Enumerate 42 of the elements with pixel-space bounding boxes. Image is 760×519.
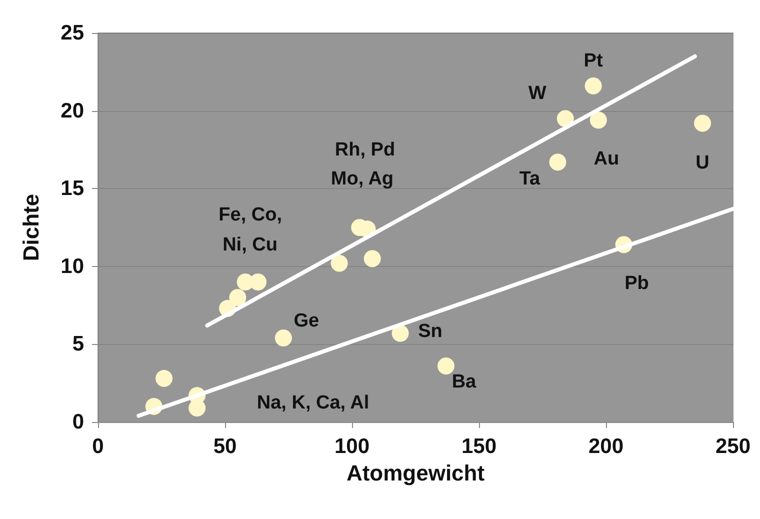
point xyxy=(549,154,566,171)
annotation: Ta xyxy=(519,168,541,190)
annotation: Pt xyxy=(584,50,604,72)
point xyxy=(392,324,409,342)
x-tick-label: 200 xyxy=(588,435,624,458)
y-tick-label: 15 xyxy=(60,177,84,200)
annotation: Ni, Cu xyxy=(222,234,278,256)
x-tick-label: 150 xyxy=(461,435,497,458)
point xyxy=(330,254,348,272)
annotation: Fe, Co, xyxy=(218,204,282,226)
annotation: Sn xyxy=(418,320,442,342)
point xyxy=(188,400,206,416)
annotation: Na, K, Ca, Al xyxy=(256,392,370,414)
point xyxy=(156,370,173,387)
point xyxy=(250,273,267,290)
annotation: Rh, Pd xyxy=(334,140,396,160)
point xyxy=(274,329,292,346)
point xyxy=(590,112,607,129)
point xyxy=(437,357,454,374)
y-tick-label: 25 xyxy=(60,22,84,44)
y-tick-label: 5 xyxy=(72,332,84,356)
annotation: W xyxy=(528,83,546,104)
x-tick-label: 50 xyxy=(213,435,237,458)
annotation: Ge xyxy=(294,310,320,332)
point xyxy=(694,114,712,132)
annotation: Ba xyxy=(452,371,477,392)
x-axis-title: Atomgewicht xyxy=(346,460,486,486)
annotation: U xyxy=(696,152,710,174)
y-tick-label: 0 xyxy=(72,410,84,434)
y-tick-label: 10 xyxy=(60,254,84,278)
point xyxy=(229,289,246,306)
x-tick-label: 100 xyxy=(334,435,370,458)
y-tick-label: 20 xyxy=(60,99,84,122)
annotation: Au xyxy=(594,148,620,170)
x-tick-label: 0 xyxy=(92,435,104,458)
point xyxy=(584,77,602,94)
annotation: Pb xyxy=(624,273,649,294)
x-tick-label: 250 xyxy=(715,435,751,458)
annotation: Mo, Ag xyxy=(330,168,394,190)
point xyxy=(556,110,574,128)
point xyxy=(364,250,381,268)
y-axis-title: Dichte xyxy=(18,194,44,262)
